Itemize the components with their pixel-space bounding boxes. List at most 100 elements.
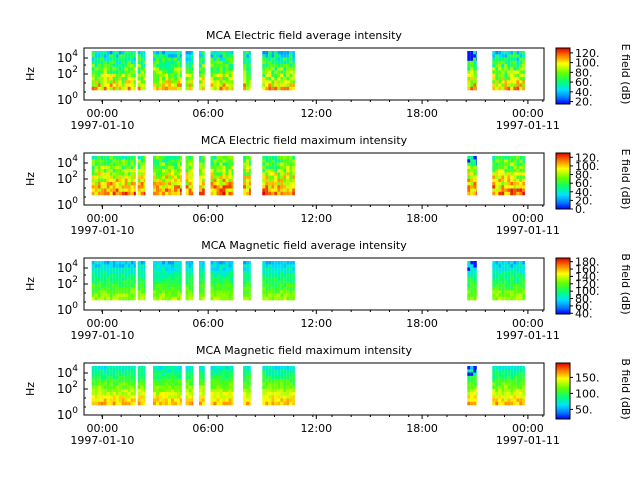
colorbar-tick-label: 40.: [575, 186, 593, 199]
x-end-date: 1997-01-11: [496, 434, 560, 447]
panel-2: MCA Electric field maximum intensity 100 1…: [24, 134, 632, 237]
x-tick-label: 00:00: [87, 317, 119, 330]
colorbar-tick-label: 80.: [575, 169, 593, 182]
colorbar-label: B field (dB): [619, 358, 632, 419]
spectrogram-segment: [262, 51, 295, 91]
colorbar-tick-label: 120.: [575, 278, 600, 291]
x-start-date: 1997-01-10: [70, 119, 134, 132]
panel-title: MCA Electric field average intensity: [206, 29, 402, 42]
colorbar-label: E field (dB): [619, 44, 632, 105]
spectrogram-segment: [243, 51, 251, 91]
x-tick-label: 06:00: [192, 317, 224, 330]
spectrogram-segment: [492, 261, 525, 301]
colorbar: [555, 47, 571, 105]
spectrogram-segment: [467, 366, 477, 406]
spectrogram-segment: [91, 51, 136, 91]
spectrogram-segment: [137, 156, 146, 196]
spectrogram-segment: [243, 366, 251, 406]
x-tick-label: 00:00: [87, 422, 119, 435]
colorbar-tick-label: 60.: [575, 76, 593, 89]
x-tick-label: 18:00: [406, 422, 438, 435]
x-tick-label: 18:00: [406, 317, 438, 330]
spectrogram-segment: [243, 261, 251, 301]
y-tick-label: 100: [57, 196, 78, 212]
spectrogram-segment: [210, 366, 234, 406]
spectrogram-segment: [492, 51, 525, 91]
spectrogram-segment: [199, 51, 205, 91]
spectrogram-segment: [137, 261, 146, 301]
x-tick-label: 00:00: [512, 107, 544, 120]
spectrogram-segment: [262, 366, 295, 406]
x-tick-label: 00:00: [512, 422, 544, 435]
spectrogram-segment: [185, 261, 194, 301]
x-tick-label: 00:00: [87, 212, 119, 225]
spectrogram-segment: [137, 51, 146, 91]
colorbar-tick-label: 20.: [575, 96, 593, 109]
colorbar-label: E field (dB): [619, 149, 632, 210]
spectrogram-segment: [153, 51, 182, 91]
y-tick-label: 100: [57, 406, 78, 422]
spectrogram-segment: [153, 156, 182, 196]
colorbar-tick-label: 100.: [575, 160, 600, 173]
y-axis-label: Hz: [24, 277, 37, 291]
y-tick-label: 102: [57, 380, 78, 396]
y-tick-label: 102: [57, 275, 78, 291]
colorbar-tick-label: 20.: [575, 194, 593, 207]
x-tick-label: 00:00: [87, 107, 119, 120]
y-axis-label: Hz: [24, 382, 37, 396]
x-end-date: 1997-01-11: [496, 329, 560, 342]
y-tick-label: 104: [57, 259, 78, 275]
colorbar-tick-label: 40.: [575, 86, 593, 99]
spectrogram-segment: [262, 156, 295, 196]
x-start-date: 1997-01-10: [70, 224, 134, 237]
colorbar-tick-label: 80.: [575, 293, 593, 306]
colorbar-tick-label: 160.: [575, 263, 600, 276]
colorbar: [555, 152, 571, 210]
x-tick-label: 12:00: [300, 422, 332, 435]
x-start-date: 1997-01-10: [70, 329, 134, 342]
x-tick-label: 18:00: [406, 212, 438, 225]
colorbar: [555, 257, 571, 315]
spectrogram-segment: [153, 366, 182, 406]
panel-title: MCA Electric field maximum intensity: [201, 134, 408, 147]
colorbar-tick-label: 0.: [575, 203, 586, 216]
y-tick-label: 100: [57, 91, 78, 107]
spectrogram-segment: [199, 156, 205, 196]
spectrogram-segment: [467, 261, 477, 301]
spectrogram-segment: [185, 156, 194, 196]
colorbar-label: B field (dB): [619, 253, 632, 314]
spectrogram-segment: [262, 261, 295, 301]
colorbar-tick-label: 60.: [575, 177, 593, 190]
x-tick-label: 18:00: [406, 107, 438, 120]
colorbar-tick-label: 100.: [575, 285, 600, 298]
spectrogram-segment: [91, 156, 136, 196]
colorbar-tick-label: 100.: [575, 387, 600, 400]
spectrogram-segment: [137, 366, 146, 406]
x-tick-label: 12:00: [300, 317, 332, 330]
x-tick-label: 06:00: [192, 212, 224, 225]
spectrogram-segment: [199, 261, 205, 301]
panel-title: MCA Magnetic field maximum intensity: [196, 344, 412, 357]
panel-title: MCA Magnetic field average intensity: [201, 239, 407, 252]
spectrogram-segment: [210, 156, 234, 196]
x-tick-label: 06:00: [192, 107, 224, 120]
y-tick-label: 102: [57, 65, 78, 81]
x-end-date: 1997-01-11: [496, 224, 560, 237]
x-tick-label: 06:00: [192, 422, 224, 435]
spectrogram-segment: [185, 366, 194, 406]
panel-3: MCA Magnetic field average intensity 100 1…: [24, 239, 632, 342]
colorbar-tick-label: 40.: [575, 307, 593, 320]
spectrogram-segment: [153, 261, 182, 301]
colorbar-tick-label: 120.: [575, 47, 600, 60]
y-tick-label: 100: [57, 301, 78, 317]
spectrogram-segment: [210, 51, 234, 91]
spectrogram-segment: [243, 156, 251, 196]
spectrogram-segment: [467, 156, 477, 196]
y-tick-label: 104: [57, 49, 78, 65]
y-tick-label: 104: [57, 154, 78, 170]
x-tick-label: 00:00: [512, 212, 544, 225]
spectrogram-segment: [199, 366, 205, 406]
colorbar-tick-label: 80.: [575, 66, 593, 79]
spectrogram-segment: [467, 51, 477, 91]
